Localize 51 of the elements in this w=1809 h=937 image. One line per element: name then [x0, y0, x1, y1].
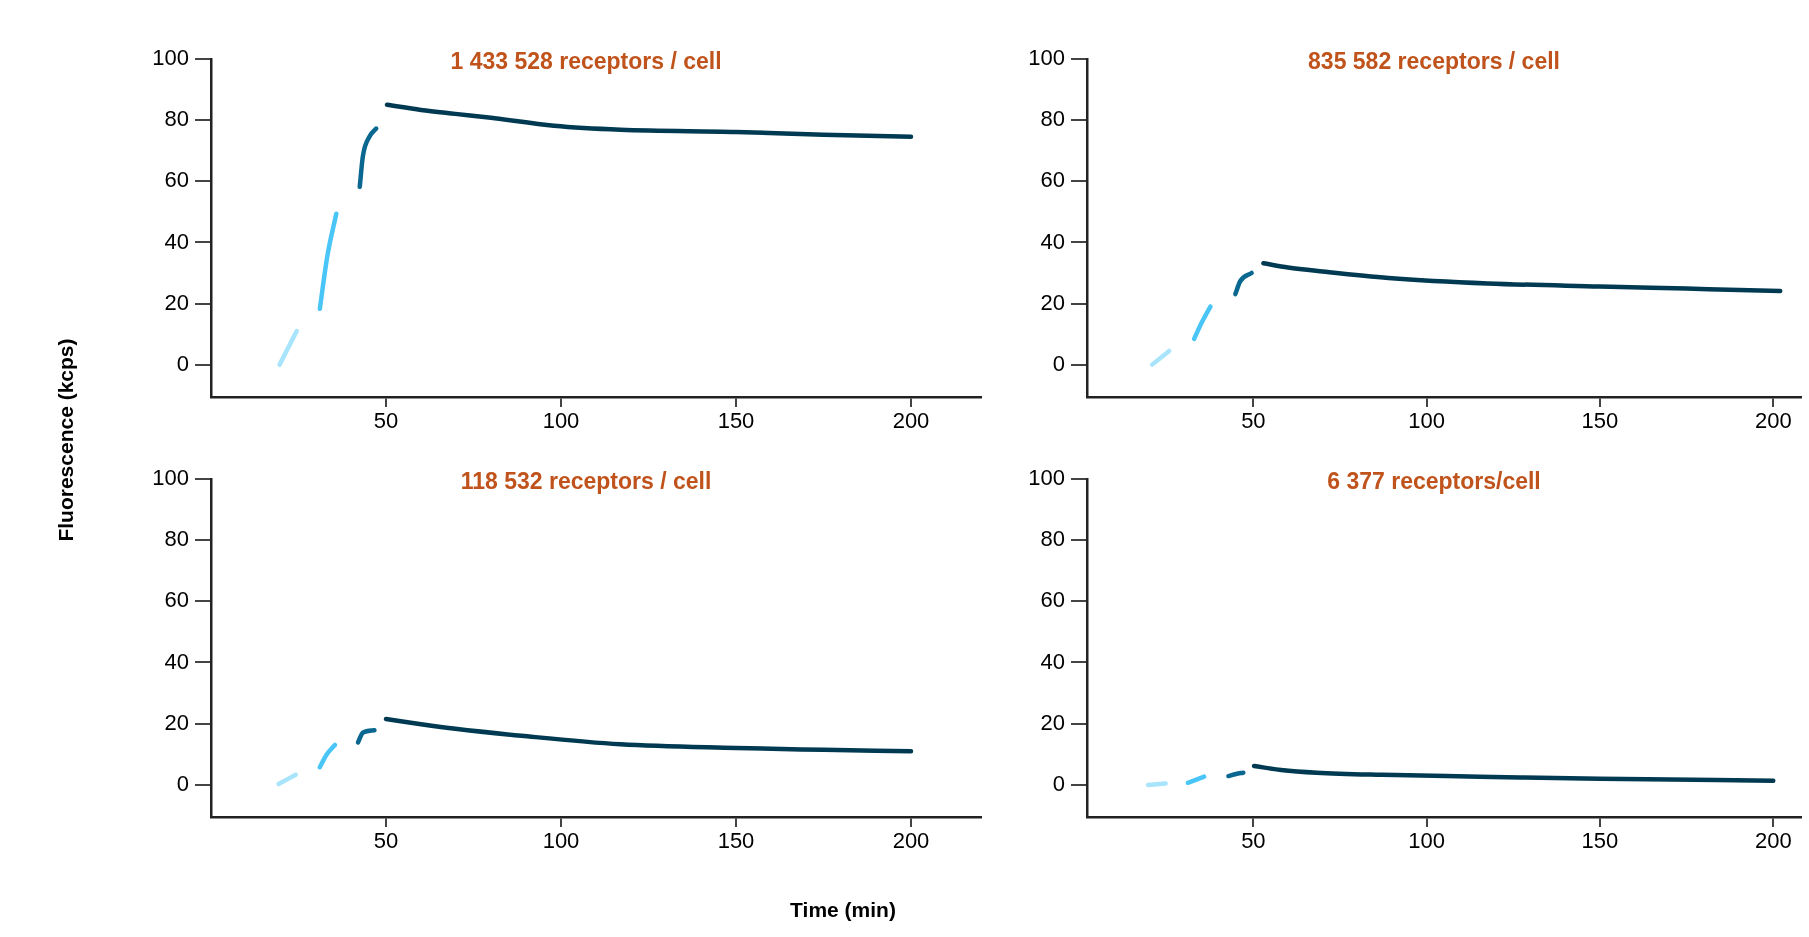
x-tick-label: 150 [1581, 828, 1619, 854]
x-tick-label: 100 [542, 828, 580, 854]
x-tick-label: 100 [1408, 828, 1446, 854]
y-tick-label: 20 [1040, 289, 1065, 315]
y-tick-label: 40 [164, 228, 189, 254]
chart-title: 835 582 receptors / cell [1308, 48, 1560, 75]
y-tick-label: 100 [152, 465, 189, 491]
x-tick-label: 200 [892, 828, 930, 854]
y-tick-label: 80 [1040, 526, 1065, 552]
line-series [383, 716, 914, 754]
y-tick-label: 60 [1040, 587, 1065, 613]
x-tick-label: 50 [373, 408, 399, 434]
y-tick-label: 100 [1028, 465, 1065, 491]
x-tick-label: 200 [1754, 408, 1792, 434]
y-tick-label: 20 [1040, 709, 1065, 735]
chart-title: 118 532 receptors / cell [460, 468, 712, 495]
x-tick-label: 50 [373, 828, 399, 854]
y-tick-label: 60 [164, 167, 189, 193]
y-tick-label: 100 [152, 45, 189, 71]
y-tick-label: 0 [176, 770, 189, 796]
x-tick-label: 100 [542, 408, 580, 434]
x-tick-label: 150 [717, 828, 755, 854]
x-tick-label: 150 [717, 408, 755, 434]
chart-title: 6 377 receptors/cell [1327, 468, 1541, 495]
y-tick-label: 60 [164, 587, 189, 613]
x-tick-label: 150 [1581, 408, 1619, 434]
line-series [1251, 763, 1776, 783]
y-tick-label: 40 [1040, 648, 1065, 674]
y-tick-label: 20 [164, 289, 189, 315]
x-tick-label: 50 [1241, 408, 1266, 434]
y-axis-title: Fluorescence (kcps) [54, 338, 78, 542]
x-tick-label: 100 [1408, 408, 1446, 434]
y-tick-label: 60 [1040, 167, 1065, 193]
y-tick-label: 0 [1052, 770, 1065, 796]
y-tick-label: 40 [1040, 228, 1065, 254]
x-tick-label: 50 [1241, 828, 1266, 854]
line-series [384, 102, 914, 140]
y-tick-label: 80 [164, 106, 189, 132]
y-tick-label: 20 [164, 709, 189, 735]
line-series [357, 126, 379, 190]
y-tick-label: 100 [1028, 45, 1065, 71]
x-axis-title: Time (min) [790, 898, 896, 922]
x-tick-label: 200 [892, 408, 930, 434]
y-tick-label: 80 [1040, 106, 1065, 132]
line-series [1261, 260, 1783, 294]
y-tick-label: 80 [164, 526, 189, 552]
y-tick-label: 40 [164, 648, 189, 674]
chart-title: 1 433 528 receptors / cell [450, 48, 722, 75]
y-tick-label: 0 [176, 350, 189, 376]
x-tick-label: 200 [1754, 828, 1792, 854]
y-tick-label: 0 [1052, 350, 1065, 376]
